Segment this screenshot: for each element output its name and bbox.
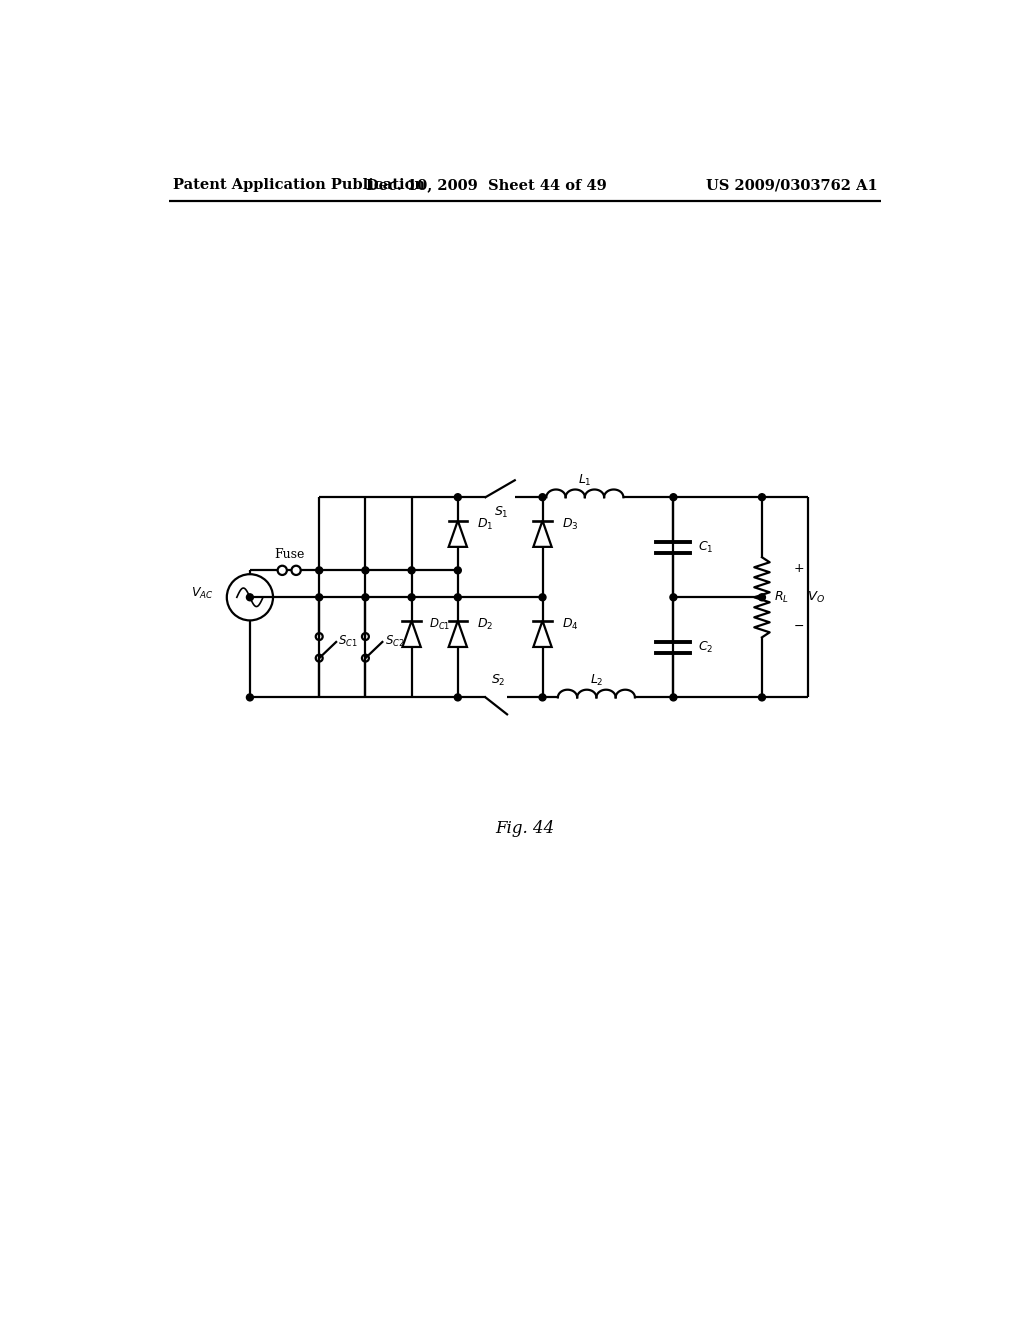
Circle shape: [455, 694, 461, 701]
Circle shape: [539, 594, 546, 601]
Text: Fig. 44: Fig. 44: [496, 820, 554, 837]
Circle shape: [670, 494, 677, 500]
Text: −: −: [794, 620, 804, 634]
Circle shape: [247, 594, 253, 601]
Circle shape: [409, 594, 415, 601]
Text: $C_1$: $C_1$: [698, 540, 714, 554]
Circle shape: [759, 494, 765, 500]
Text: US 2009/0303762 A1: US 2009/0303762 A1: [706, 178, 878, 193]
Circle shape: [315, 594, 323, 601]
Text: $C_2$: $C_2$: [698, 640, 714, 655]
Circle shape: [539, 494, 546, 500]
Text: $V_{AC}$: $V_{AC}$: [190, 586, 213, 601]
Text: $S_1$: $S_1$: [495, 506, 509, 520]
Polygon shape: [449, 620, 467, 647]
Polygon shape: [449, 520, 467, 546]
Text: $S_{C2}$: $S_{C2}$: [385, 634, 404, 648]
Circle shape: [315, 566, 323, 574]
Circle shape: [670, 594, 677, 601]
Circle shape: [759, 594, 765, 601]
Text: $L_1$: $L_1$: [578, 473, 592, 488]
Text: $D_4$: $D_4$: [562, 616, 579, 632]
Text: $L_2$: $L_2$: [590, 673, 603, 688]
Text: Fuse: Fuse: [274, 548, 304, 561]
Text: Dec. 10, 2009  Sheet 44 of 49: Dec. 10, 2009 Sheet 44 of 49: [366, 178, 606, 193]
Text: $D_{C1}$: $D_{C1}$: [429, 616, 450, 632]
Circle shape: [539, 694, 546, 701]
Polygon shape: [534, 620, 552, 647]
Text: $V_O$: $V_O$: [807, 590, 824, 605]
Circle shape: [759, 694, 765, 701]
Polygon shape: [402, 620, 421, 647]
Circle shape: [455, 494, 461, 500]
Circle shape: [455, 594, 461, 601]
Circle shape: [670, 694, 677, 701]
Circle shape: [455, 566, 461, 574]
Circle shape: [361, 594, 369, 601]
Circle shape: [409, 566, 415, 574]
Text: $R_L$: $R_L$: [773, 590, 788, 605]
Text: +: +: [794, 561, 804, 574]
Text: Patent Application Publication: Patent Application Publication: [173, 178, 425, 193]
Circle shape: [361, 566, 369, 574]
Text: $D_2$: $D_2$: [477, 616, 494, 632]
Text: $S_{C1}$: $S_{C1}$: [339, 634, 358, 648]
Polygon shape: [534, 520, 552, 546]
Text: $D_3$: $D_3$: [562, 517, 579, 532]
Text: $S_2$: $S_2$: [490, 673, 505, 688]
Circle shape: [247, 694, 253, 701]
Text: $D_1$: $D_1$: [477, 517, 494, 532]
